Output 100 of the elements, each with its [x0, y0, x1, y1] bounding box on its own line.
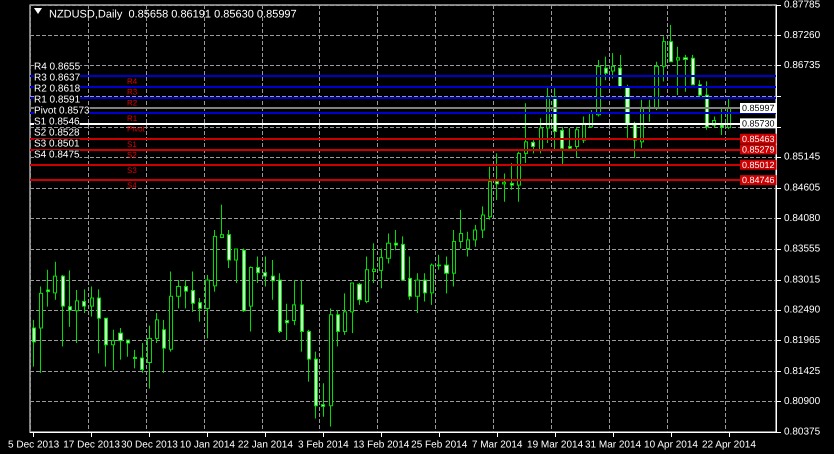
- candlestick: [68, 270, 72, 328]
- candlestick: [39, 286, 43, 374]
- candlestick: [524, 102, 528, 164]
- candlestick: [495, 152, 499, 201]
- candlestick: [350, 282, 354, 334]
- y-tick-label: 0.81425: [784, 366, 821, 377]
- candlestick: [213, 230, 217, 292]
- candlestick: [415, 272, 420, 314]
- ref-line-label: 0.85012: [742, 160, 775, 170]
- candlestick: [329, 308, 333, 428]
- candlestick: [604, 56, 608, 81]
- candlestick: [263, 256, 267, 287]
- candlestick: [531, 140, 535, 154]
- candlestick: [357, 282, 362, 306]
- candlestick: [379, 248, 383, 289]
- annotation: R2 0.8618: [34, 84, 81, 94]
- candlestick: [126, 340, 130, 358]
- annotation: R1 0.8591: [34, 94, 81, 106]
- annotation: R3: [126, 88, 138, 97]
- candlestick: [365, 256, 369, 304]
- candlestick: [307, 329, 311, 382]
- candlestick: [111, 329, 115, 371]
- candlestick: [46, 269, 50, 308]
- candlestick: [198, 298, 202, 322]
- candlestick: [372, 242, 376, 284]
- candlestick: [271, 259, 275, 300]
- candlestick: [205, 274, 210, 339]
- candlestick: [473, 224, 477, 248]
- y-tick-label: 0.80900: [784, 396, 821, 408]
- candlestick: [162, 319, 166, 374]
- annotation: R1: [126, 114, 138, 124]
- candlestick: [560, 126, 564, 166]
- x-tick-label: 22 Jan 2014: [238, 440, 294, 450]
- candlestick: [683, 54, 688, 92]
- annotation: R4: [126, 77, 138, 86]
- candlestick: [669, 24, 673, 62]
- x-tick-label: 22 Apr 2014: [702, 440, 756, 450]
- candlestick: [82, 288, 86, 314]
- ref-line-label: 0.85997: [742, 103, 775, 114]
- candlestick: [459, 209, 463, 249]
- annotation: S3: [126, 166, 138, 175]
- y-tick-label: 0.82490: [784, 304, 821, 316]
- candlestick: [394, 230, 398, 251]
- candlestick: [90, 286, 94, 317]
- y-tick-label: 0.87260: [784, 30, 821, 41]
- candlestick: [336, 310, 340, 347]
- candlestick: [386, 232, 391, 264]
- candlestick: [502, 173, 506, 202]
- y-tick-label: 0.84080: [784, 213, 821, 224]
- candlestick: [118, 327, 123, 360]
- candlestick: [285, 303, 289, 341]
- y-tick-label: 0.85145: [784, 152, 821, 163]
- annotation: S4 0.8475: [34, 150, 80, 160]
- candlestick: [488, 166, 492, 220]
- candlestick: [147, 325, 152, 389]
- candlestick: [720, 108, 724, 136]
- candlestick: [662, 36, 666, 82]
- ref-line-label: 0.85730: [742, 118, 775, 128]
- x-tick-label: 10 Apr 2014: [644, 440, 698, 450]
- candlestick: [155, 312, 159, 344]
- candlestick: [220, 204, 224, 239]
- x-tick-label: 3 Feb 2014: [298, 440, 350, 450]
- x-tick-label: 5 Dec 2013: [8, 440, 60, 450]
- candlestick: [227, 230, 231, 269]
- x-tick-label: 25 Feb 2014: [411, 440, 468, 450]
- y-tick-label: 0.81965: [784, 334, 821, 346]
- ref-line-label: 0.84746: [742, 175, 775, 186]
- candlestick: [242, 248, 246, 312]
- candlestick: [314, 351, 318, 419]
- annotation: R4 0.8655: [34, 62, 81, 72]
- x-tick-label: 31 Mar 2014: [584, 440, 642, 450]
- candlestick: [176, 280, 181, 309]
- candlestick: [32, 319, 36, 368]
- x-tick-label: 17 Dec 2013: [63, 440, 120, 450]
- candlestick: [75, 289, 79, 344]
- x-tick-label: 19 Mar 2014: [527, 440, 584, 450]
- candlestick: [568, 128, 572, 150]
- annotation: R2: [126, 98, 138, 108]
- candlestick: [423, 272, 427, 302]
- ref-line-label: 0.85279: [742, 144, 775, 154]
- candlestick: [104, 318, 108, 368]
- candlestick: [510, 162, 514, 190]
- candlestick: [292, 280, 296, 326]
- candlestick: [300, 280, 304, 352]
- annotation: S1: [126, 140, 138, 149]
- y-tick-label: 0.84605: [784, 182, 821, 194]
- annotation: R3 0.8637: [34, 72, 81, 84]
- annotation: S1 0.8546: [34, 116, 80, 128]
- x-tick-label: 30 Dec 2013: [121, 440, 178, 450]
- candlestick: [191, 271, 195, 312]
- x-tick-label: 13 Feb 2014: [353, 440, 410, 450]
- candlestick: [61, 274, 65, 347]
- y-tick-label: 0.83555: [784, 243, 821, 254]
- candlestick: [466, 231, 470, 258]
- candlestick: [444, 256, 449, 294]
- candlestick: [169, 271, 173, 352]
- candlestick: [343, 292, 347, 336]
- annotation: S2 0.8528: [34, 128, 80, 138]
- candlestick: [676, 46, 680, 96]
- x-tick-label: 7 Mar 2014: [472, 440, 523, 450]
